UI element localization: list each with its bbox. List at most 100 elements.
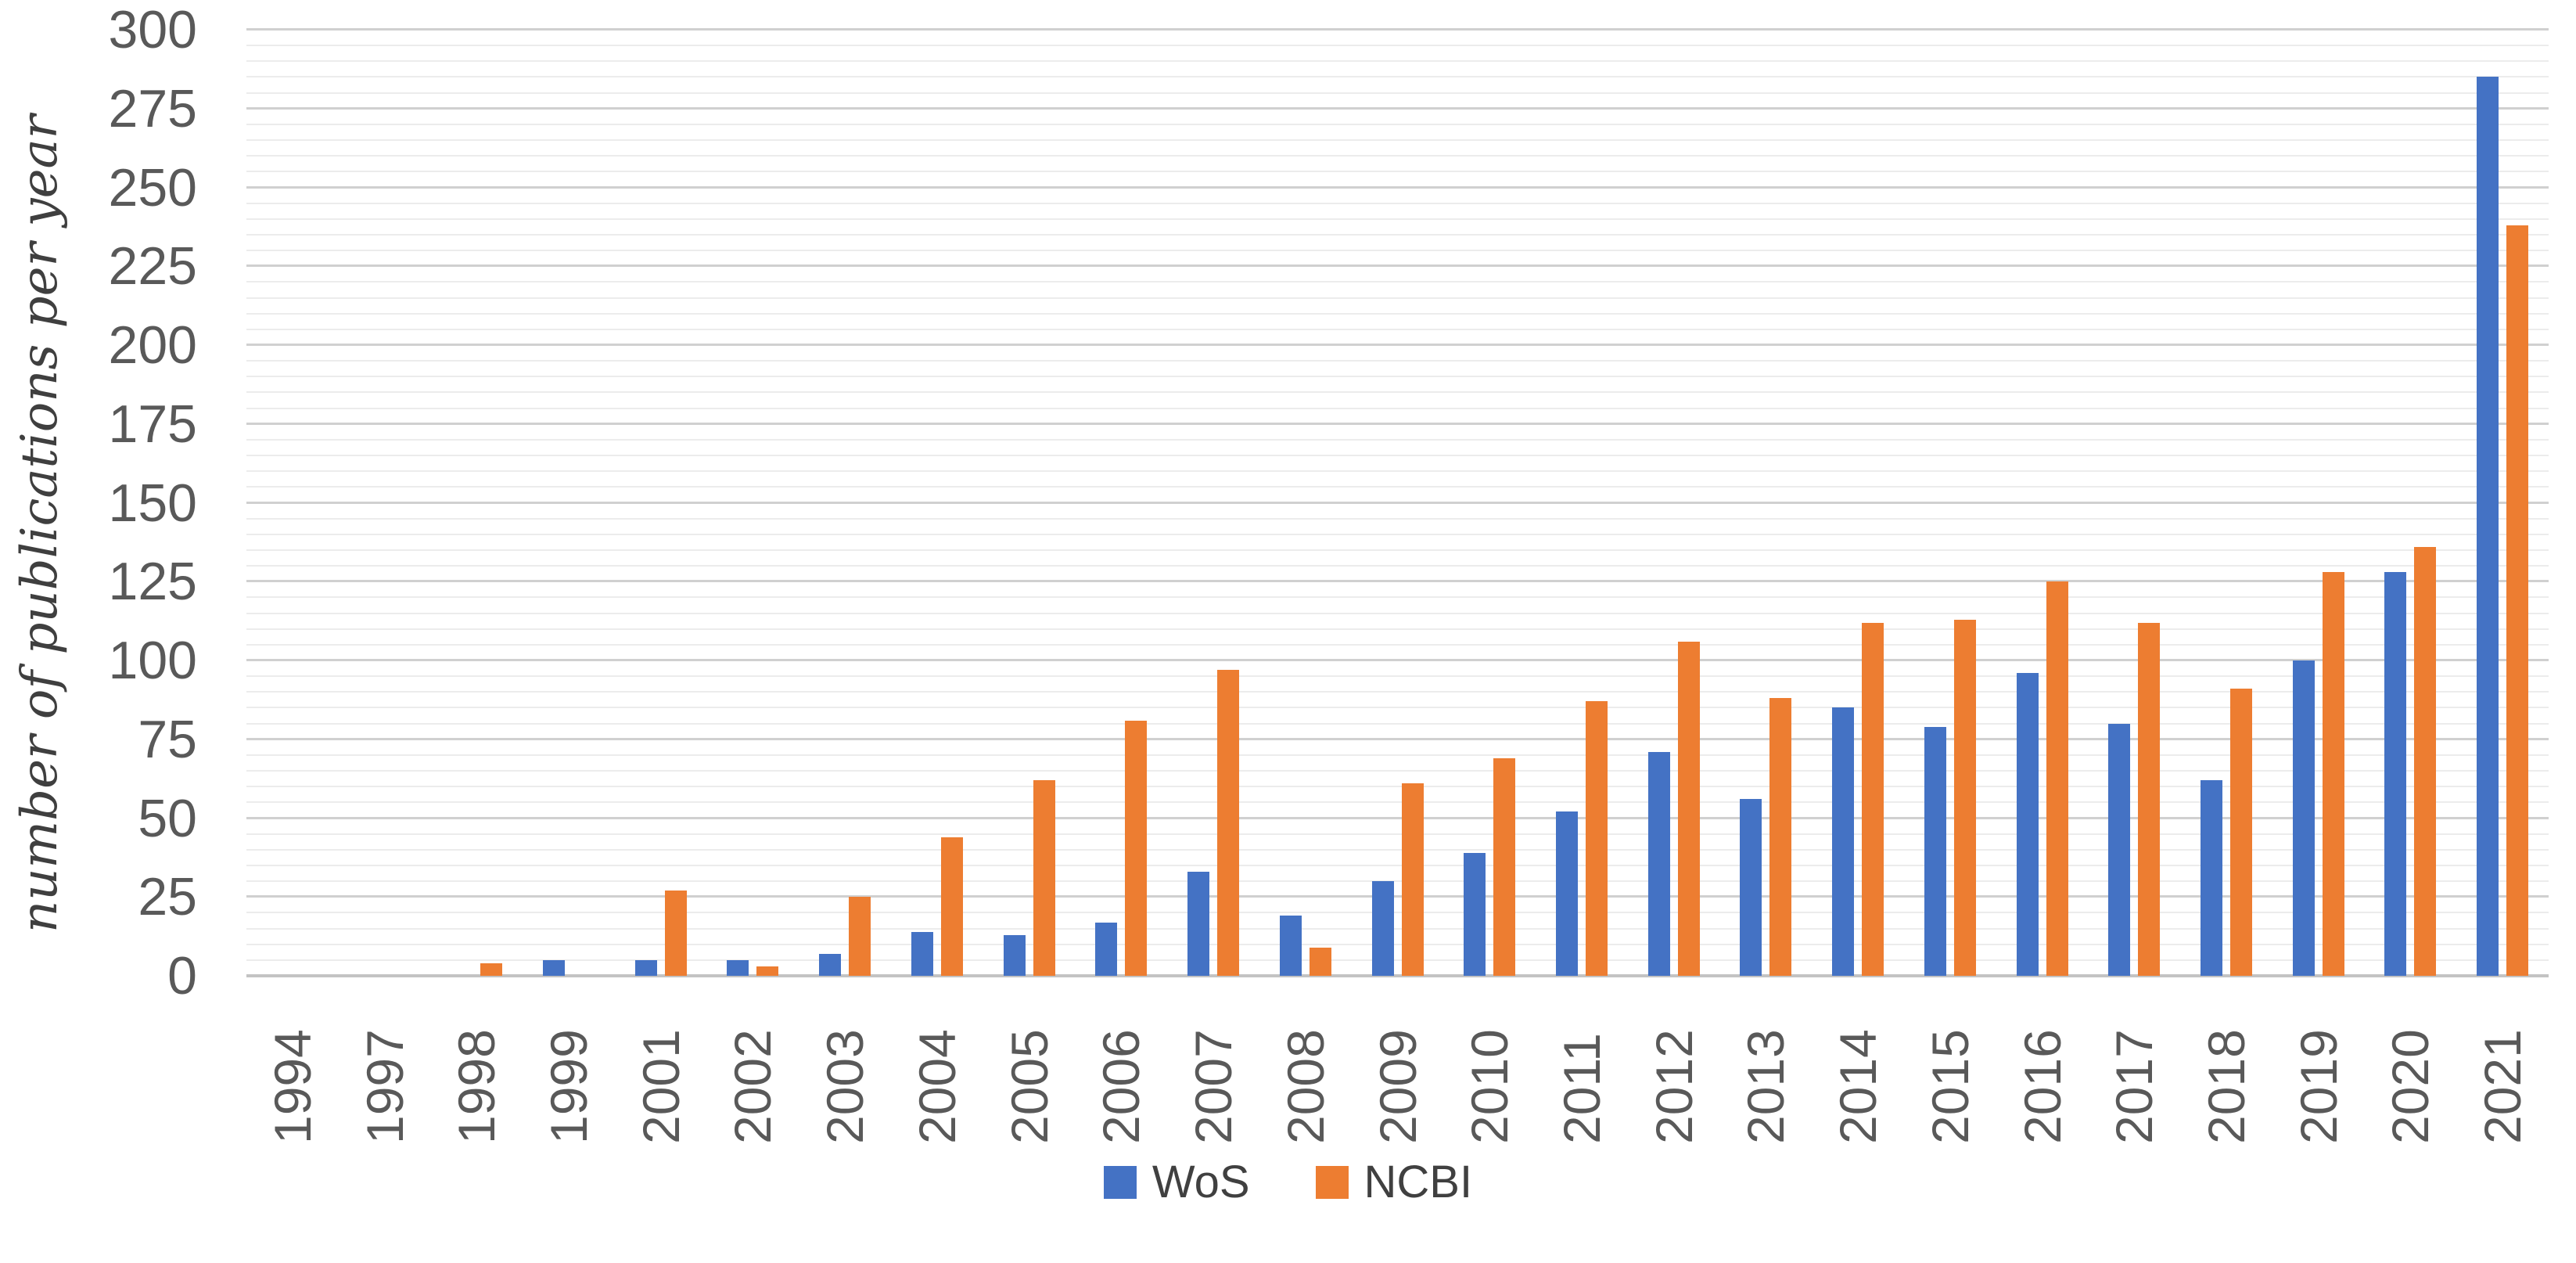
bar-wos-2019 [2292,660,2315,976]
bar-ncbi-2017 [2138,622,2161,976]
major-gridline [246,501,2549,504]
bar-wos-2018 [2200,780,2222,976]
minor-gridline [246,328,2549,330]
minor-gridline [246,722,2549,725]
legend-item-wos: WoS [1103,1157,1250,1207]
minor-gridline [246,470,2549,473]
x-tick-label-2001: 2001 [631,1029,690,1144]
bar-wos-2004 [911,931,933,976]
minor-gridline [246,912,2549,914]
bar-ncbi-1998 [480,963,503,976]
minor-gridline [246,612,2549,614]
minor-gridline [246,45,2549,47]
major-gridline [246,422,2549,425]
major-gridline [246,816,2549,819]
bar-ncbi-2014 [1862,622,1884,976]
x-tick-label-2018: 2018 [2197,1029,2255,1144]
bar-wos-2016 [2016,673,2039,976]
x-tick-label-1997: 1997 [355,1029,414,1144]
legend-item-ncbi: NCBI [1315,1157,1473,1207]
minor-gridline [246,943,2549,945]
minor-gridline [246,927,2549,930]
major-gridline [246,659,2549,661]
bar-wos-2012 [1647,751,1670,976]
bar-wos-2020 [2384,572,2407,976]
bar-wos-2003 [819,953,842,976]
y-tick-label-0: 0 [167,946,197,1006]
minor-gridline [246,155,2549,157]
minor-gridline [246,123,2549,125]
y-tick-label-125: 125 [108,552,197,612]
bar-wos-2015 [1924,726,1946,976]
minor-gridline [246,786,2549,788]
minor-gridline [246,376,2549,378]
bar-ncbi-2020 [2414,546,2437,976]
bar-wos-2010 [1464,852,1486,976]
minor-gridline [246,628,2549,630]
major-gridline [246,737,2549,740]
bar-ncbi-2018 [2229,689,2252,976]
major-gridline [246,344,2549,346]
x-tick-label-2017: 2017 [2105,1029,2164,1144]
minor-gridline [246,880,2549,883]
major-gridline [246,895,2549,898]
minor-gridline [246,312,2549,315]
bar-wos-2008 [1279,916,1302,976]
x-tick-label-2012: 2012 [1644,1029,1703,1144]
minor-gridline [246,60,2549,63]
bar-wos-2007 [1187,872,1210,976]
x-tick-label-2009: 2009 [1368,1029,1427,1144]
y-tick-label-100: 100 [108,631,197,690]
bar-ncbi-2021 [2506,225,2529,976]
bar-wos-2009 [1371,881,1394,976]
minor-gridline [246,391,2549,394]
bar-ncbi-2013 [1769,698,1792,976]
bar-ncbi-2011 [1585,701,1608,976]
x-tick-label-2004: 2004 [907,1029,966,1144]
x-tick-label-2016: 2016 [2013,1029,2071,1144]
bar-ncbi-2010 [1493,757,1516,976]
bar-ncbi-2015 [1953,619,1976,976]
legend-swatch-wos [1103,1166,1137,1199]
minor-gridline [246,218,2549,220]
major-gridline [246,106,2549,110]
y-tick-label-175: 175 [108,394,197,454]
minor-gridline [246,486,2549,488]
major-gridline [246,185,2549,189]
minor-gridline [246,754,2549,756]
legend-label-wos: WoS [1151,1157,1250,1207]
x-tick-label-2021: 2021 [2474,1029,2532,1144]
minor-gridline [246,250,2549,252]
legend-swatch-ncbi [1315,1166,1349,1199]
bar-ncbi-2016 [2046,581,2068,976]
bar-wos-2006 [1095,922,1118,976]
y-tick-label-300: 300 [108,0,197,59]
x-tick-label-2011: 2011 [1552,1033,1611,1144]
x-tick-label-2006: 2006 [1092,1029,1151,1144]
minor-gridline [246,297,2549,299]
y-tick-label-225: 225 [108,236,197,297]
bar-wos-2013 [1740,799,1762,976]
minor-gridline [246,92,2549,94]
minor-gridline [246,549,2549,551]
minor-gridline [246,959,2549,961]
bar-wos-1999 [543,959,566,976]
bar-ncbi-2004 [940,837,963,976]
bar-ncbi-2001 [664,891,687,976]
x-tick-label-2005: 2005 [1000,1029,1058,1144]
legend-label-ncbi: NCBI [1363,1157,1473,1207]
minor-gridline [246,281,2549,283]
y-tick-label-250: 250 [108,157,197,218]
x-tick-label-2002: 2002 [724,1029,782,1144]
x-axis-line [246,974,2549,977]
x-tick-label-1994: 1994 [263,1029,322,1144]
x-tick-label-2015: 2015 [1920,1029,1979,1144]
x-tick-label-2014: 2014 [1829,1029,1888,1144]
major-gridline [246,264,2549,268]
bar-ncbi-2007 [1217,670,1240,976]
bar-wos-2017 [2108,723,2131,976]
bar-ncbi-2012 [1677,641,1700,976]
minor-gridline [246,533,2549,535]
minor-gridline [246,833,2549,835]
